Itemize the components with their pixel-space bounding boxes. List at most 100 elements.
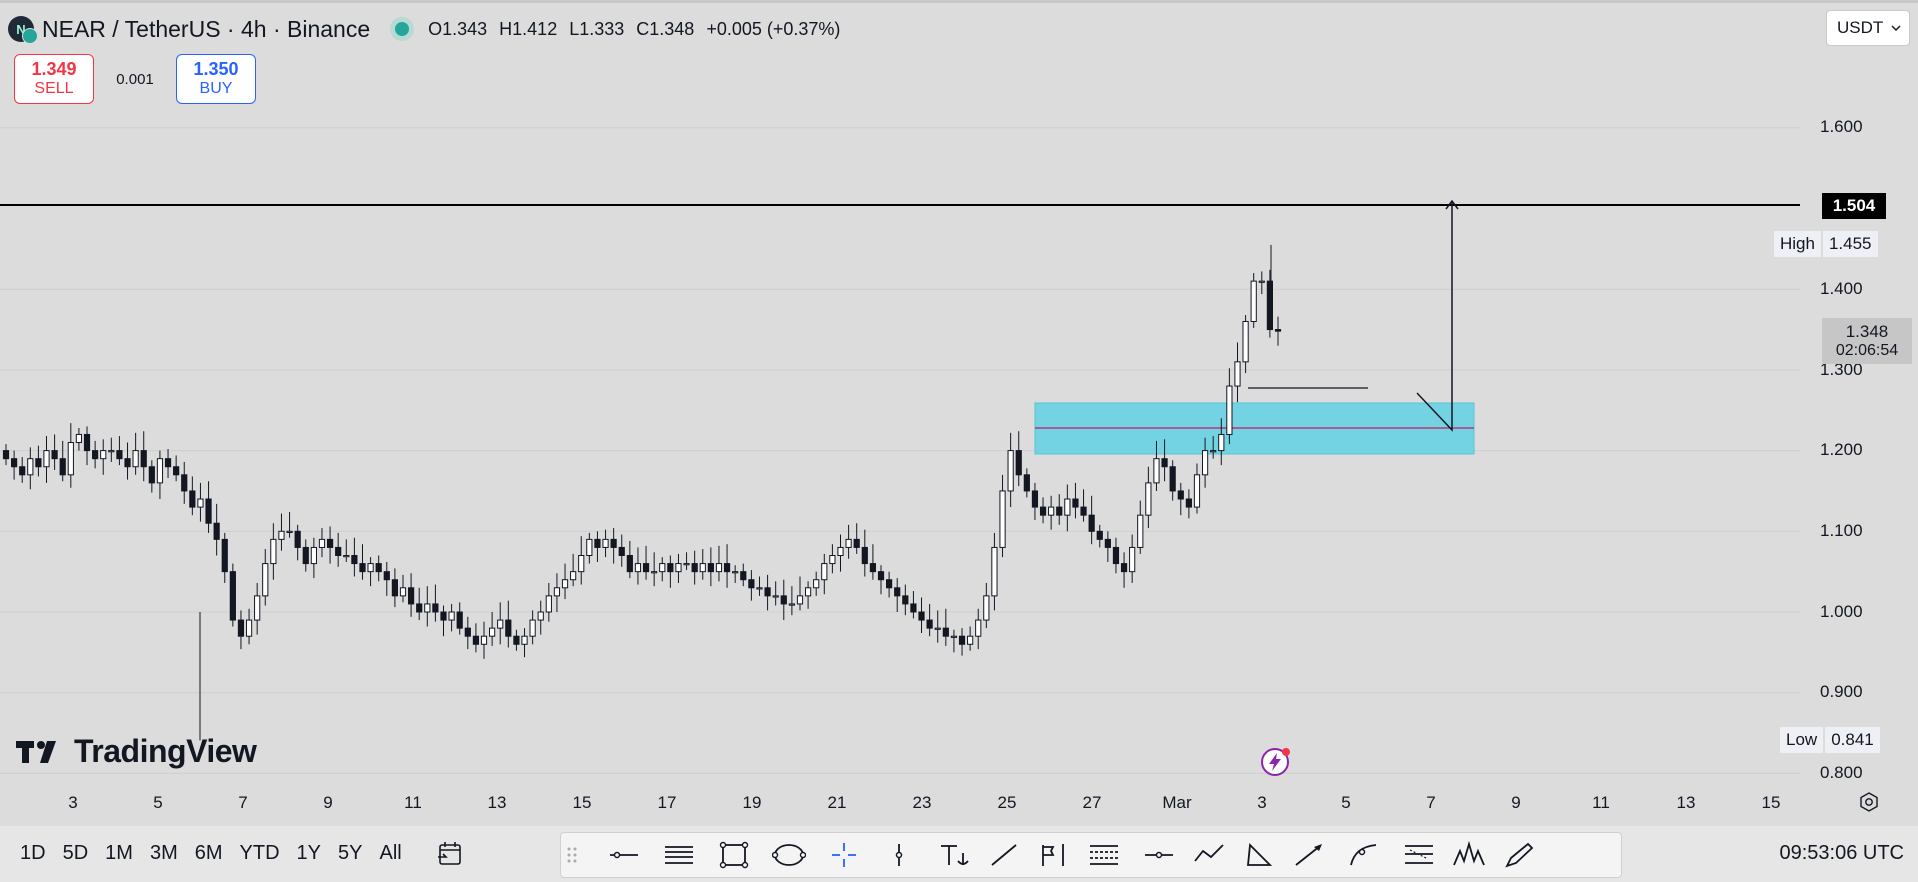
candle-body — [869, 563, 877, 573]
target-price-tag[interactable]: 1.504 — [1822, 193, 1886, 219]
parallel-lines-icon[interactable] — [662, 841, 696, 869]
trade-panel: 1.349 SELL 0.001 1.350 BUY — [14, 54, 256, 104]
candle-body — [75, 433, 83, 444]
range-ytd[interactable]: YTD — [239, 842, 280, 864]
zigzag-icon[interactable] — [1192, 841, 1226, 869]
candle-body — [950, 635, 958, 638]
time-label: 19 — [742, 793, 762, 812]
curve-icon[interactable] — [1347, 841, 1381, 869]
candle-body — [570, 571, 577, 581]
price-label: 1.000 — [1820, 602, 1863, 621]
candle-body — [1096, 530, 1103, 540]
candle-body — [837, 546, 844, 557]
candle-body — [958, 635, 966, 645]
candle-body — [310, 546, 317, 565]
last-price: 1.348 — [1845, 322, 1889, 342]
candle-body — [432, 603, 439, 613]
candle-body — [197, 498, 204, 508]
candle-body — [278, 530, 285, 540]
trend-line-icon[interactable] — [987, 841, 1021, 869]
text-icon[interactable] — [937, 841, 971, 869]
currency-select[interactable]: USDT — [1826, 10, 1910, 46]
tether-coin-icon — [22, 28, 38, 44]
candle-body — [367, 563, 374, 573]
candle-body — [19, 466, 26, 476]
symbol-title[interactable]: NEAR / TetherUS · 4h · Binance — [42, 15, 371, 42]
price-label: 0.900 — [1820, 682, 1863, 701]
lightning-alert-icon[interactable] — [1260, 747, 1290, 777]
symbol-header: N NEAR / TetherUS · 4h · Binance O1.343 … — [8, 14, 840, 44]
range-3m[interactable]: 3M — [149, 842, 178, 864]
settings-gear-icon[interactable] — [1858, 791, 1880, 813]
arrow-icon[interactable] — [1292, 841, 1326, 869]
tradingview-logo[interactable]: TradingView — [16, 733, 257, 770]
candle-body — [59, 458, 66, 476]
candle-body — [270, 538, 277, 565]
candle-body — [205, 498, 212, 524]
candle-body — [1210, 450, 1217, 453]
candle-body — [537, 611, 544, 621]
gann-icon[interactable] — [1402, 841, 1436, 869]
crosshair-icon[interactable] — [827, 841, 861, 869]
horizontal-line-icon[interactable] — [607, 841, 641, 869]
drag-handle-icon[interactable] — [565, 841, 579, 869]
price-label: 1.400 — [1820, 279, 1863, 298]
candle-body — [626, 555, 633, 573]
vertical-line-icon[interactable] — [882, 841, 916, 869]
rectangle-icon[interactable] — [717, 841, 751, 869]
projection-arrow[interactable] — [1416, 201, 1453, 432]
date-range-selector: 1D 5D 1M 3M 6M YTD 1Y 5Y All — [20, 842, 419, 865]
candle-body — [861, 546, 868, 565]
range-1m[interactable]: 1M — [105, 842, 133, 864]
candle-body — [707, 563, 714, 573]
horizontal-ray-icon[interactable] — [1142, 841, 1176, 869]
range-5d[interactable]: 5D — [62, 842, 89, 864]
candle-body — [173, 466, 180, 476]
candle-body — [561, 579, 569, 589]
candle-body — [1137, 514, 1144, 548]
range-6m[interactable]: 6M — [194, 842, 223, 864]
candle-body — [934, 627, 941, 630]
candle-body — [213, 522, 220, 540]
candlestick-chart[interactable] — [0, 0, 1800, 780]
ellipse-icon[interactable] — [772, 841, 806, 869]
candle-body — [1031, 490, 1039, 508]
buy-button[interactable]: 1.350 BUY — [176, 54, 256, 104]
head-shoulders-icon[interactable] — [1452, 841, 1486, 869]
candle-body — [2, 450, 10, 460]
time-label: 21 — [827, 793, 847, 812]
candle-body — [148, 466, 155, 484]
range-1d[interactable]: 1D — [20, 842, 46, 864]
fib-channel-icon[interactable] — [1087, 841, 1121, 869]
candle-body — [472, 635, 480, 645]
candle-body — [1153, 458, 1160, 484]
candle-body — [659, 563, 666, 573]
candle-body — [1023, 474, 1030, 492]
triangle-icon[interactable] — [1242, 841, 1276, 869]
candle-body — [164, 458, 172, 468]
candle-body — [975, 619, 982, 637]
flag-icon[interactable] — [1037, 841, 1071, 869]
candle-body — [229, 571, 236, 621]
candle-body — [967, 635, 974, 645]
brush-icon[interactable] — [1502, 841, 1536, 869]
change-value: +0.005 (+0.37%) — [706, 18, 841, 39]
utc-clock[interactable]: 09:53:06 UTC — [1779, 842, 1904, 864]
time-label: 17 — [657, 793, 677, 812]
go-to-date-icon[interactable] — [436, 840, 464, 868]
candle-body — [221, 538, 228, 573]
range-1y[interactable]: 1Y — [296, 842, 322, 864]
range-all[interactable]: All — [379, 842, 402, 864]
time-label: 27 — [1082, 793, 1102, 812]
bar-countdown: 02:06:54 — [1835, 341, 1899, 359]
range-5y[interactable]: 5Y — [338, 842, 363, 864]
candle-body — [853, 538, 860, 548]
candle-body — [1015, 450, 1022, 476]
sell-button[interactable]: 1.349 SELL — [14, 54, 94, 104]
candle-body — [1104, 538, 1111, 548]
candle-body — [772, 595, 779, 598]
candle-body — [1129, 546, 1136, 573]
near-coin-icon[interactable]: N — [8, 16, 38, 44]
market-open-indicator[interactable] — [390, 17, 415, 41]
candle-body — [335, 546, 342, 557]
